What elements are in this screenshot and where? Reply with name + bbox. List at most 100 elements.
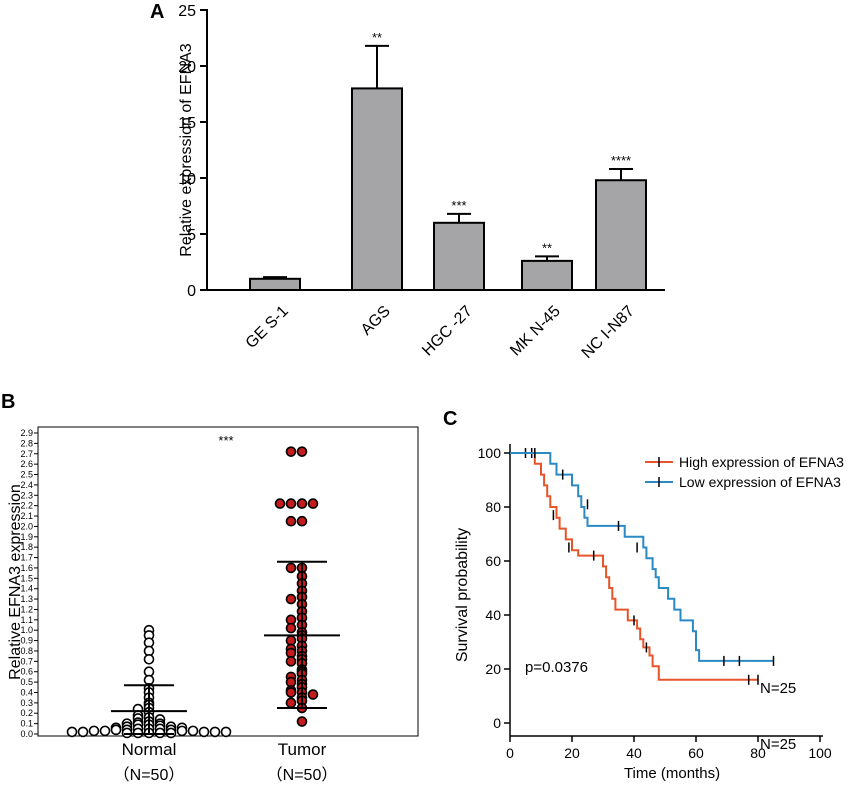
- n-label: N=25: [760, 680, 796, 697]
- data-point: [132, 727, 144, 739]
- data-point: [66, 726, 78, 738]
- curve-low: N=25: [510, 448, 796, 697]
- panel-c-ticks: 0 20 40 60 80 100 0 20 40 60 80 100: [478, 445, 832, 761]
- y-tick-label: 2.2: [20, 501, 33, 511]
- y-tick-label: 0: [187, 283, 196, 300]
- legend-item-high: High expression of EFNA3: [645, 454, 844, 470]
- y-tick-label: 10: [178, 171, 196, 188]
- y-tick-label: 1.3: [20, 594, 33, 604]
- y-tick-label: 2.0: [20, 521, 33, 531]
- y-tick-label: 1.9: [20, 532, 33, 542]
- group-n-label: （N=50）: [114, 766, 185, 784]
- legend-label: High expression of EFNA3: [679, 454, 844, 470]
- data-point: [285, 687, 297, 698]
- y-tick-label: 2.6: [20, 459, 33, 469]
- data-point: [110, 724, 122, 736]
- panel-c-label: C: [443, 408, 457, 430]
- data-point: [285, 593, 297, 605]
- data-point: [121, 727, 133, 739]
- data-point: [285, 622, 297, 634]
- bar-MKN-45: [521, 259, 573, 292]
- y-tick-label: 0.4: [20, 687, 33, 697]
- y-tick-label: 2.7: [20, 449, 33, 459]
- y-tick-label: 0.9: [20, 636, 33, 646]
- y-tick-label: 2.3: [20, 490, 33, 500]
- y-tick-label: 100: [478, 445, 502, 461]
- panel-b-label: B: [1, 391, 15, 413]
- panel-a-y-ticks: 0 5 10 15 20 25: [178, 3, 207, 300]
- significance-label: **: [542, 240, 552, 255]
- panel-c-survival-plot: C Survival probability Time (months) p=0…: [443, 408, 844, 782]
- x-tick-label: 0: [506, 745, 514, 761]
- data-point: [187, 725, 199, 737]
- data-point: [143, 653, 155, 665]
- y-tick-label: 0.3: [20, 698, 33, 708]
- data-point: [99, 725, 111, 737]
- y-tick-label: 0.7: [20, 656, 33, 666]
- x-tick-label: 60: [688, 745, 704, 761]
- y-tick-label: 1.7: [20, 553, 33, 563]
- x-tick-label: MK N-45: [507, 303, 564, 360]
- bar-NCI-N87: [595, 179, 647, 292]
- y-tick-label: 1.5: [20, 573, 33, 583]
- panel-c-curves: N=25 N=25: [510, 448, 796, 753]
- y-tick-label: 1.8: [20, 542, 33, 552]
- panel-a-bars: ***********: [206, 30, 665, 292]
- panel-b-scatter-plot: B Relative EFNA3 expression *** 0.00.10.…: [1, 391, 419, 784]
- panel-a-label: A: [150, 1, 164, 23]
- y-tick-label: 1.6: [20, 563, 33, 573]
- y-tick-label: 1.0: [20, 625, 33, 635]
- y-tick-label: 2.1: [20, 511, 33, 521]
- y-tick-label: 2.9: [20, 428, 33, 438]
- x-tick-label: 40: [626, 745, 642, 761]
- bar-GES-1: [249, 277, 301, 291]
- y-tick-label: 60: [485, 553, 501, 569]
- data-point: [198, 726, 210, 738]
- y-tick-label: 5: [187, 227, 196, 244]
- data-point: [176, 725, 188, 737]
- y-tick-label: 20: [178, 59, 196, 76]
- significance-label: ****: [611, 153, 631, 168]
- y-tick-label: 2.5: [20, 470, 33, 480]
- data-point: [296, 716, 308, 727]
- data-point: [220, 726, 232, 738]
- y-tick-label: 1.2: [20, 604, 33, 614]
- y-tick-label: 0.2: [20, 708, 33, 718]
- significance-label: ***: [451, 198, 466, 213]
- panel-a-y-axis-title: Relative expression of EFNA3: [178, 43, 195, 257]
- x-tick-label: 20: [564, 745, 580, 761]
- bar-AGS: [351, 87, 403, 292]
- x-tick-label: 80: [750, 745, 766, 761]
- data-point: [285, 498, 297, 509]
- y-tick-label: 1.1: [20, 615, 33, 625]
- y-tick-label: 0.1: [20, 719, 33, 729]
- y-tick-label: 2.4: [20, 480, 33, 490]
- panel-c-x-axis-title: Time (months): [624, 765, 720, 782]
- data-point: [285, 697, 297, 709]
- n-label: N=25: [760, 736, 796, 753]
- data-point: [165, 727, 177, 739]
- data-point: [285, 656, 297, 667]
- y-tick-label: 15: [178, 115, 196, 132]
- data-point: [307, 498, 319, 509]
- x-tick-label: GE S-1: [243, 303, 292, 352]
- data-point: [296, 498, 308, 509]
- survival-line: [510, 452, 758, 681]
- significance-label: **: [372, 30, 382, 45]
- data-point: [154, 727, 166, 739]
- y-tick-label: 0.5: [20, 677, 33, 687]
- data-point: [285, 562, 297, 574]
- group-tumor: Tumor （N=50）: [264, 446, 340, 784]
- group-label: Tumor: [278, 740, 327, 759]
- data-point: [88, 725, 100, 737]
- bar-HGC-27: [433, 221, 485, 291]
- x-tick-label: AGS: [358, 303, 394, 339]
- data-point: [209, 726, 221, 738]
- panel-a-bar-chart: A Relative expression of EFNA3 0 5 10 15 20 2…: [150, 1, 665, 362]
- y-tick-label: 2.8: [20, 438, 33, 448]
- y-tick-label: 20: [485, 661, 501, 677]
- y-tick-label: 0.6: [20, 667, 33, 677]
- data-point: [296, 446, 308, 457]
- group-normal: Normal （N=50）: [66, 624, 232, 784]
